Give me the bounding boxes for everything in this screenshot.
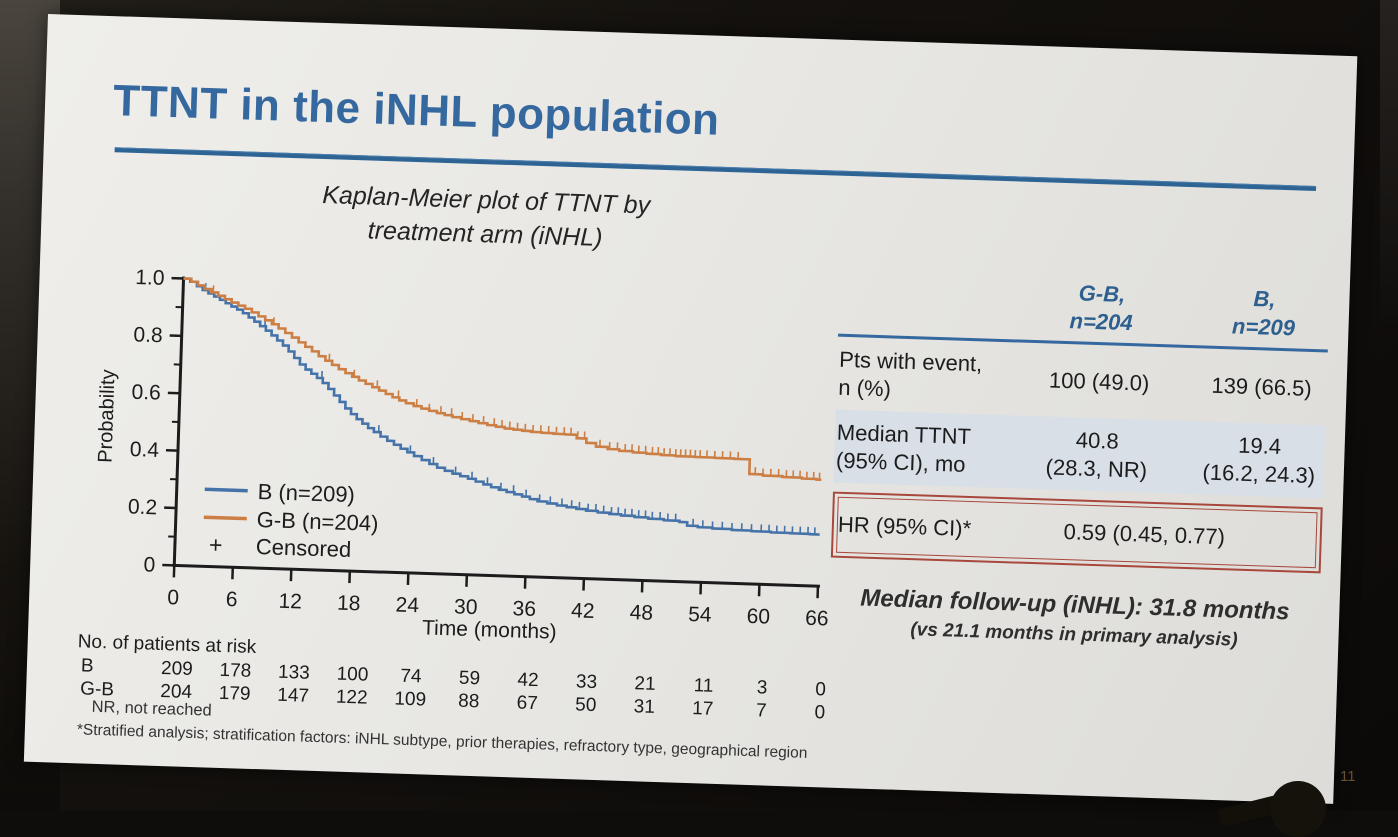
wall-right-edge	[1380, 0, 1398, 324]
at-risk-value: 147	[277, 685, 309, 707]
x-tick-label: 48	[629, 601, 653, 625]
at-risk-value: 74	[400, 666, 422, 688]
y-tick-label: 0.6	[131, 381, 161, 405]
x-tick-label: 42	[571, 599, 595, 623]
at-risk-value: 17	[692, 698, 714, 720]
at-risk-value: 100	[336, 664, 368, 686]
y-tick-label: 1.0	[135, 266, 165, 290]
y-tick-label: 0	[143, 553, 155, 576]
y-tick-label: 0.8	[133, 323, 163, 347]
at-risk-value: 67	[516, 692, 538, 714]
row-value-gb: 100 (49.0)	[1001, 351, 1198, 412]
at-risk-value: 122	[336, 687, 368, 709]
km-curve-gb	[178, 279, 827, 480]
slide-title: TTNT in the iNHL population	[112, 76, 720, 146]
x-tick-label: 18	[337, 592, 361, 616]
legend-swatch	[204, 517, 247, 518]
at-risk-value: 88	[458, 691, 480, 713]
x-tick-label: 54	[688, 603, 712, 627]
row-value-gb: 40.8 (28.3, NR)	[998, 424, 1195, 485]
at-risk-value: 50	[575, 694, 597, 716]
legend-label: G-B (n=204)	[256, 507, 378, 536]
stats-table: G-B, n=204 B, n=209 Pts with event, n (%…	[831, 272, 1330, 574]
at-risk-value: 178	[219, 660, 251, 682]
footnote-stratified: *Stratified analysis; stratification fac…	[77, 721, 808, 763]
x-tick-label: 30	[454, 595, 478, 619]
at-risk-value: 3	[756, 677, 767, 698]
hr-label: HR (95% CI)*	[834, 512, 1000, 543]
slide-page-number: 11	[1340, 768, 1356, 785]
table-row-hazard-ratio: HR (95% CI)* 0.59 (0.45, 0.77)	[831, 492, 1323, 574]
stats-header-b: B, n=209	[1198, 283, 1330, 342]
x-axis-title: Time (months)	[422, 616, 557, 643]
stats-header-gb: G-B, n=204	[1003, 277, 1200, 338]
presentation-slide: TTNT in the iNHL population Kaplan-Meier…	[24, 14, 1357, 804]
stats-header-spacer	[838, 272, 1005, 332]
at-risk-value: 0	[814, 702, 825, 721]
x-tick-label: 0	[167, 586, 179, 609]
legend-swatch	[205, 489, 248, 490]
table-row-median-ttnt: Median TTNT (95% CI), mo 40.8 (28.3, NR)…	[833, 410, 1325, 499]
y-axis-title: Probability	[95, 369, 120, 463]
y-tick-label: 0.4	[129, 438, 159, 462]
at-risk-value: 31	[633, 696, 655, 718]
head-silhouette	[1270, 781, 1326, 837]
at-risk-value: 109	[394, 689, 426, 711]
x-tick-label: 36	[512, 597, 536, 621]
at-risk-value: 209	[161, 658, 193, 680]
row-label: Pts with event, n (%)	[836, 346, 1003, 406]
row-value-b: 139 (66.5)	[1196, 357, 1328, 416]
x-tick-label: 24	[395, 594, 419, 618]
row-label: Median TTNT (95% CI), mo	[834, 419, 1001, 479]
x-tick-label: 60	[746, 605, 770, 629]
hr-value: 0.59 (0.45, 0.77)	[998, 517, 1320, 553]
at-risk-value: 11	[693, 675, 713, 697]
at-risk-header: No. of patients at risk	[77, 631, 257, 658]
at-risk-value: 0	[815, 679, 826, 700]
at-risk-value: 133	[278, 662, 310, 684]
x-tick-label: 12	[278, 590, 302, 614]
footnote-nr: NR, not reached	[91, 698, 212, 721]
y-tick-label: 0.2	[128, 495, 158, 519]
at-risk-value: 42	[517, 670, 539, 692]
median-followup-note: Median follow-up (iNHL): 31.8 months (vs…	[816, 583, 1333, 655]
x-tick-label: 6	[226, 588, 238, 611]
legend-censored-label: Censored	[256, 534, 352, 562]
at-risk-value: 33	[576, 671, 598, 693]
stats-table-body: Pts with event, n (%) 100 (49.0) 139 (66…	[831, 334, 1328, 574]
legend-censored-marker: +	[209, 531, 223, 557]
x-axis-line	[173, 565, 820, 586]
legend-label: B (n=209)	[257, 479, 355, 507]
row-value-b: 19.4 (16.2, 24.3)	[1193, 430, 1325, 489]
at-risk-value: 179	[219, 683, 251, 705]
at-risk-value: 7	[756, 700, 767, 721]
at-risk-value: 59	[459, 668, 481, 690]
at-risk-row-label: B	[81, 655, 94, 676]
at-risk-value: 21	[634, 673, 656, 695]
